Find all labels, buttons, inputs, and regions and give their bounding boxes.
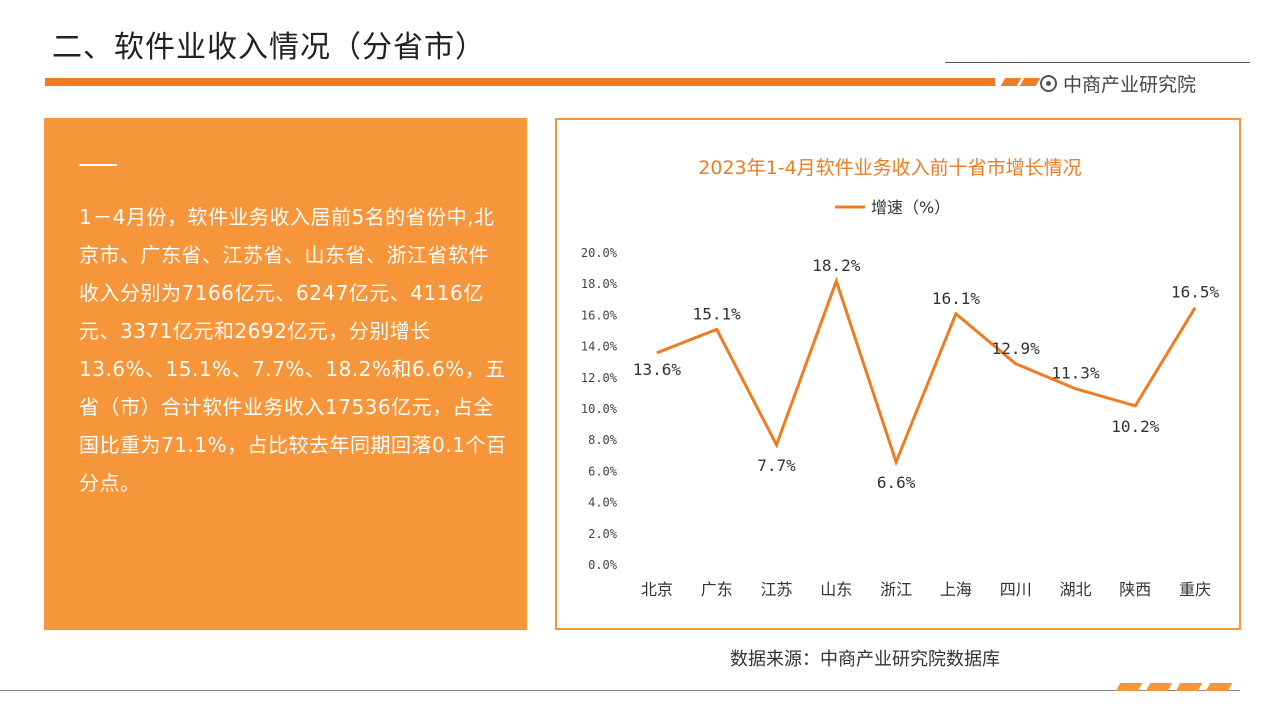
x-tick-label: 江苏 <box>760 580 792 599</box>
header-divider <box>945 62 1250 63</box>
footer-divider <box>0 690 1240 691</box>
summary-text: 1－4月份，软件业务收入居前5名的省份中,北京市、广东省、江苏省、山东省、浙江省… <box>79 205 507 495</box>
x-tick-label: 重庆 <box>1179 580 1211 599</box>
footer-slash <box>1115 683 1143 691</box>
data-label: 13.6% <box>633 360 682 379</box>
x-tick-label: 四川 <box>1000 580 1032 599</box>
y-tick-label: 4.0% <box>588 496 618 510</box>
title-underline-bar <box>45 78 995 86</box>
chart-title: 2023年1-4月软件业务收入前十省市增长情况 <box>698 157 1081 179</box>
data-label: 15.1% <box>693 304 742 323</box>
source-note: 数据来源：中商产业研究院数据库 <box>730 649 1000 670</box>
data-label: 11.3% <box>1051 364 1100 383</box>
brand-name: 中商产业研究院 <box>1063 74 1197 96</box>
decor-slash <box>1019 78 1041 86</box>
x-tick-label: 上海 <box>940 580 972 599</box>
y-tick-label: 20.0% <box>581 246 618 260</box>
brand-logo-icon <box>1040 75 1057 92</box>
y-tick-label: 0.0% <box>588 558 618 572</box>
data-label: 7.7% <box>757 456 796 475</box>
data-label: 12.9% <box>992 339 1041 358</box>
data-label: 16.5% <box>1171 283 1220 302</box>
y-axis: 0.0% 2.0% 4.0% 6.0% 8.0% 10.0% 12.0% 14.0% 16.0%… <box>581 246 618 572</box>
y-tick-label: 8.0% <box>588 433 618 447</box>
footer-slash <box>1145 683 1173 691</box>
y-tick-label: 2.0% <box>588 527 618 541</box>
chart-legend: 增速（%） <box>835 198 950 217</box>
line-chart: 2023年1-4月软件业务收入前十省市增长情况 增速（%） 0.0% 2.0% 4.… <box>581 157 1220 599</box>
y-tick-label: 16.0% <box>581 308 618 322</box>
y-tick-label: 10.0% <box>581 402 618 416</box>
y-tick-label: 6.0% <box>588 464 618 478</box>
x-tick-label: 浙江 <box>880 580 912 599</box>
data-label: 10.2% <box>1111 417 1160 436</box>
x-tick-label: 广东 <box>701 580 733 599</box>
data-label: 18.2% <box>812 256 861 275</box>
page-title: 二、软件业收入情况（分省市） <box>52 30 486 65</box>
legend-label: 增速（%） <box>871 198 950 217</box>
y-tick-label: 14.0% <box>581 340 618 354</box>
x-axis: 北京 广东 江苏 山东 浙江 上海 四川 湖北 陕西 重庆 <box>641 580 1211 599</box>
decor-slash <box>1000 78 1022 86</box>
panel-dash-divider <box>79 164 117 166</box>
x-tick-label: 湖北 <box>1059 580 1091 599</box>
summary-panel: 1－4月份，软件业务收入居前5名的省份中,北京市、广东省、江苏省、山东省、浙江省… <box>44 118 527 630</box>
x-tick-label: 陕西 <box>1119 580 1151 599</box>
data-label: 6.6% <box>877 473 916 492</box>
y-tick-label: 18.0% <box>581 277 618 291</box>
data-label: 16.1% <box>932 289 981 308</box>
chart-container: 2023年1-4月软件业务收入前十省市增长情况 增速（%） 0.0% 2.0% 4.… <box>555 118 1241 630</box>
y-tick-label: 12.0% <box>581 371 618 385</box>
footer-slash <box>1205 683 1233 691</box>
x-tick-label: 山东 <box>820 580 852 599</box>
series-line <box>656 276 1197 467</box>
footer-slash <box>1175 683 1203 691</box>
x-tick-label: 北京 <box>641 580 673 599</box>
data-labels: 13.6% 15.1% 7.7% 18.2% 6.6% 16.1% 12.9% 11.3% 10… <box>633 256 1220 492</box>
brand: 中商产业研究院 <box>1040 70 1196 97</box>
